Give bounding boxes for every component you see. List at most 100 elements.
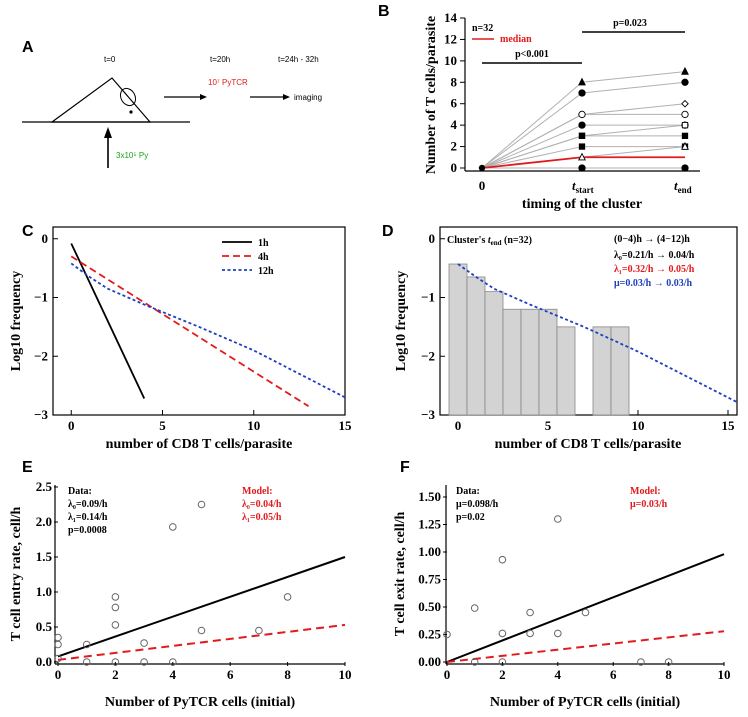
panel-f-ytick-label: 0.25: [418, 627, 441, 642]
panel-e-xtick-label: 4: [170, 667, 177, 682]
panel-e-point: [197, 500, 206, 509]
panel-b-series-line-1: [481, 71, 686, 169]
panel-f-xtick-label: 8: [665, 667, 672, 682]
panel-f-ytick-label: 0.00: [418, 654, 441, 669]
panel-b-point: [681, 141, 689, 150]
panel-d-bar: [610, 326, 630, 416]
panel-f-point: [637, 658, 645, 666]
panel-d-title-pre: Cluster's: [447, 235, 488, 246]
panel-b-ytick-label: 2: [451, 139, 458, 154]
panel-b-point: [681, 164, 689, 172]
panel-c-ytick-label: −1: [34, 290, 48, 305]
panel-b-point: [578, 89, 586, 97]
panel-d-xtick-label: 15: [722, 418, 736, 433]
panel-f-point: [664, 658, 673, 666]
panel-d-xtick-label: 5: [545, 418, 552, 433]
panel-f-point: [581, 608, 590, 617]
panel-d-title: Cluster's tend (n=32): [447, 235, 532, 247]
panel-b-sig-1: p<0.001: [515, 49, 549, 60]
panel-d-ytick-label: 0: [429, 231, 436, 246]
panel-e-point: [283, 593, 292, 601]
panel-e-point: [82, 640, 91, 649]
panel-d-ylabel: Log10 frequency: [394, 271, 409, 371]
panel-f-xtick-label: 10: [718, 667, 731, 682]
panel-e-xtick-label: 6: [227, 667, 234, 682]
panel-b-ytick-label: 0: [451, 160, 458, 175]
panel-c-legend-label-12h: 12h: [258, 266, 274, 277]
panel-c-xtick-label: 15: [339, 418, 353, 433]
panel-e-point: [111, 593, 120, 601]
panel-d-legend-lambda1: λ₁=0.32/h → 0.05/h: [614, 264, 695, 275]
panel-f-model-fit-line: [446, 630, 725, 663]
panel-d: D 0 5 10 15 −3 −2 −1 0 Log10 frequency number o…: [382, 223, 738, 452]
panel-b-xtick-start-sub: start: [576, 185, 594, 195]
panel-e-point: [111, 658, 120, 666]
panel-d-legend-header: (0−4)h → (4−12)h: [614, 234, 690, 245]
panel-f-ytick-label: 0.75: [418, 572, 441, 587]
liver-ellipse: [119, 87, 137, 107]
panel-f-point: [498, 658, 507, 666]
panel-e-xtick-label: 10: [339, 667, 352, 682]
panel-c-xlabel: number of CD8 T cells/parasite: [106, 437, 293, 452]
panel-c-ytick-label: 0: [42, 231, 49, 246]
panel-b-yticks: 0 2 4 6 8 10 12 14: [444, 10, 465, 175]
label-imaging: imaging: [294, 93, 322, 102]
panel-f-data-fit-line: [446, 553, 725, 663]
panel-d-label: D: [382, 223, 394, 240]
panel-b-median-legend: median: [500, 34, 532, 45]
panel-b-xtick-end: tend: [674, 178, 692, 195]
panel-d-plot: [448, 263, 738, 416]
panel-c-frame: [52, 226, 346, 416]
panel-f-point: [498, 629, 507, 638]
panel-e-plot: [54, 500, 346, 666]
panel-d-bar: [538, 308, 558, 416]
panel-f-point: [526, 608, 534, 617]
panel-c-ticks: 0 5 10 15 −3 −2 −1 0: [34, 231, 352, 433]
panel-e-point: [140, 639, 148, 647]
panel-e-point: [140, 658, 148, 666]
panel-e-data-text: p=0.0008: [68, 525, 107, 536]
panel-b: B 0 2 4 6 8 10 12 14 Number of T cells/parasite…: [378, 3, 700, 212]
panel-f-xtick-label: 2: [499, 667, 506, 682]
panel-f-point: [554, 629, 562, 638]
panel-b-point: [681, 132, 689, 140]
panel-e-model-text: λ₁=0.05/h: [242, 512, 282, 523]
panel-f-point: [470, 604, 479, 612]
panel-e-xtick-label: 0: [55, 667, 62, 682]
panel-b-ytick-label: 4: [451, 117, 458, 132]
panel-f-annotations: Data: μ=0.098/h p=0.02 Model: μ=0.03/h: [456, 486, 668, 523]
panel-f-ytick-label: 1.00: [418, 544, 441, 559]
panel-f-xtick-label: 0: [444, 667, 451, 682]
panel-c-legend-label-4h: 4h: [258, 252, 269, 263]
panel-e-model-text: Model:: [242, 486, 273, 497]
panel-f-point: [554, 515, 562, 523]
panel-c-line-1h: [70, 243, 146, 399]
panel-b-ytick-label: 10: [444, 53, 457, 68]
panel-b-xtick-end-sub: end: [678, 185, 692, 195]
panel-c-ytick-label: −2: [34, 348, 48, 363]
panel-b-plot: [478, 66, 689, 172]
panel-b-xtick-0: 0: [479, 178, 486, 193]
panel-f-point: [526, 629, 534, 638]
panel-f-data-text: p=0.02: [456, 512, 485, 523]
panel-e-model-fit-line: [57, 623, 346, 661]
panel-d-bar: [502, 308, 522, 416]
panel-e-data-text: λ₀=0.09/h: [68, 499, 108, 510]
panel-d-title-t: t: [488, 235, 492, 246]
mouse-ear-triangle: [50, 77, 152, 123]
panel-b-ylabel: Number of T cells/parasite: [424, 16, 439, 174]
panel-d-bar: [448, 263, 468, 416]
arrow-2-head: [283, 94, 290, 100]
panel-d-bar: [520, 308, 540, 416]
panel-d-bar: [466, 276, 486, 416]
panel-f-ytick-label: 0.50: [418, 599, 441, 614]
panel-c-legend: 1h 4h 12h: [222, 238, 274, 277]
label-pytcr: 10⁷ PyTCR: [208, 78, 248, 87]
panel-d-ytick-label: −1: [421, 290, 435, 305]
panel-a: A t=0 t=20h t=24h - 32h 3x10⁵ Py 10⁷ PyT…: [22, 39, 322, 168]
panel-e-ytick-label: 0.0: [36, 654, 52, 669]
panel-b-ytick-label: 6: [451, 96, 458, 111]
panel-e: E 0 2 4 6 8 10 0.0 0.5 1.0 1.5 2.0 2.5 T cell entry…: [9, 459, 352, 710]
panel-f-ylabel: T cell exit rate, cell/h: [393, 512, 408, 637]
panel-a-label: A: [22, 39, 34, 56]
